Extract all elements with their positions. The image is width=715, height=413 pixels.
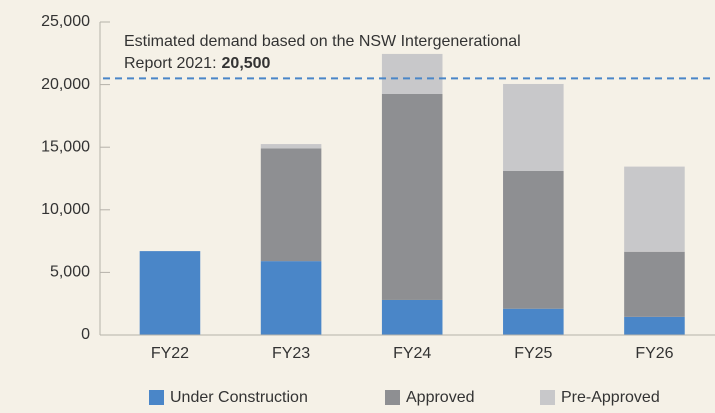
bar-segment xyxy=(260,148,322,262)
bar-segment xyxy=(624,166,685,252)
legend-label: Under Construction xyxy=(170,389,308,406)
bar-segment xyxy=(624,316,685,335)
bar-segment xyxy=(503,170,564,309)
x-tick-label: FY26 xyxy=(635,345,673,362)
y-tick-label: 20,000 xyxy=(41,76,90,93)
legend-swatch xyxy=(540,390,555,405)
legend-swatch xyxy=(385,390,400,405)
annotation-text: Report 2021: xyxy=(124,55,217,72)
bar-segment xyxy=(381,299,443,335)
bar-segment xyxy=(503,308,564,335)
bar-segment xyxy=(260,144,322,149)
legend-label: Pre-Approved xyxy=(561,389,660,406)
bar-segment xyxy=(624,251,685,317)
legend-label: Approved xyxy=(406,389,475,406)
y-tick-label: 25,000 xyxy=(41,13,90,30)
x-tick-label: FY24 xyxy=(393,345,431,362)
annotation-text: Estimated demand based on the NSW Interg… xyxy=(124,33,521,50)
bar-segment xyxy=(381,53,443,94)
x-tick-label: FY22 xyxy=(151,345,189,362)
y-tick-label: 5,000 xyxy=(50,264,90,281)
x-tick-label: FY23 xyxy=(272,345,310,362)
annotation-text: Report 2021: 20,500 xyxy=(124,55,271,72)
legend-swatch xyxy=(149,390,164,405)
annotation-value: 20,500 xyxy=(222,55,271,72)
bar-segment xyxy=(381,93,443,300)
x-tick-label: FY25 xyxy=(514,345,552,362)
bar-segment xyxy=(139,251,201,335)
y-tick-label: 10,000 xyxy=(41,201,90,218)
bar-segment xyxy=(503,83,564,171)
y-tick-label: 0 xyxy=(81,326,90,343)
bar-segment xyxy=(260,261,322,335)
y-tick-label: 15,000 xyxy=(41,138,90,155)
